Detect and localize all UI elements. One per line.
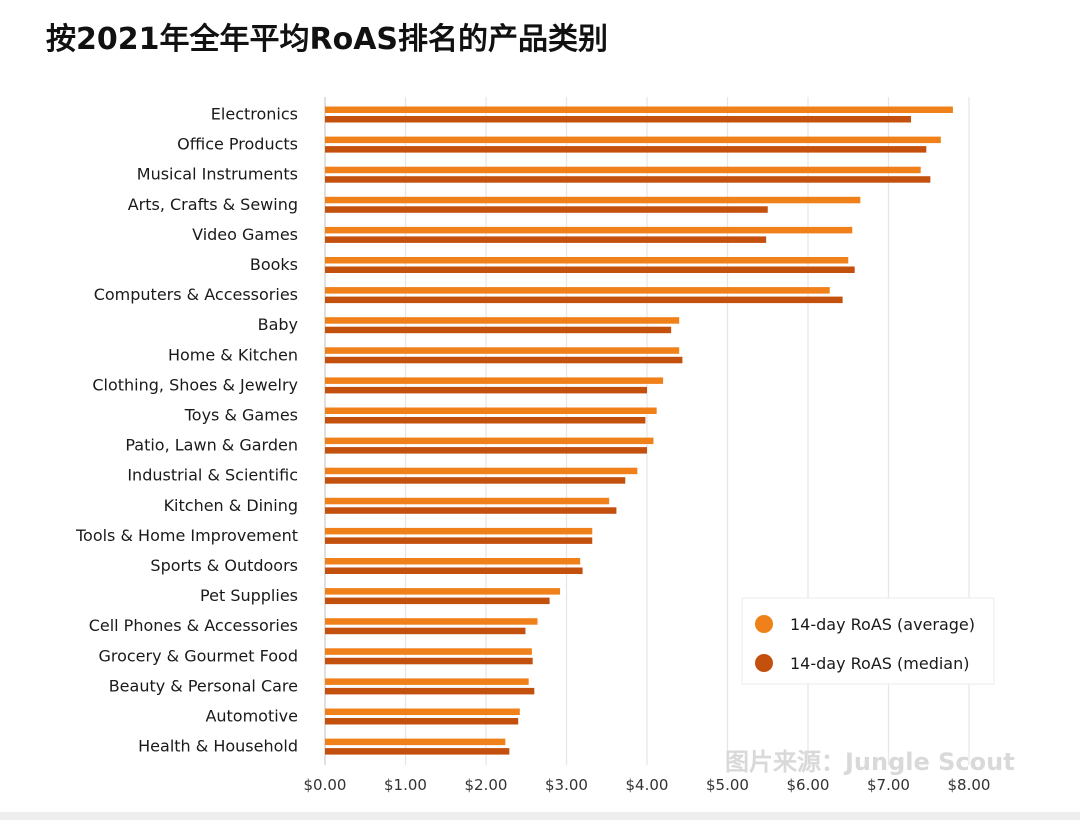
category-label: Books [250, 255, 298, 274]
bar-average [325, 136, 941, 144]
x-tick-label: $7.00 [867, 776, 910, 794]
category-label: Video Games [192, 225, 298, 244]
bar-average [325, 588, 561, 595]
bar-average [325, 166, 921, 174]
category-label: Arts, Crafts & Sewing [128, 195, 298, 214]
x-tick-label: $3.00 [545, 776, 588, 794]
bar-median [325, 447, 647, 454]
bar-average [325, 317, 680, 324]
bar-median [325, 116, 912, 123]
x-tick-label: $1.00 [384, 776, 427, 794]
bar-average [325, 618, 538, 625]
category-label: Electronics [211, 105, 298, 124]
bar-average [325, 377, 664, 384]
category-label: Health & Household [138, 737, 298, 756]
category-label: Pet Supplies [200, 586, 298, 605]
bar-average [325, 467, 638, 475]
bar-average [325, 708, 520, 715]
bar-median [325, 356, 683, 364]
category-label: Musical Instruments [137, 165, 298, 184]
category-label: Industrial & Scientific [127, 466, 298, 485]
bar-average [325, 648, 532, 655]
bar-median [325, 718, 519, 725]
bar-median [325, 627, 526, 635]
bar-average [325, 407, 657, 414]
legend-label-median: 14-day RoAS (median) [790, 654, 969, 673]
category-label: Beauty & Personal Care [109, 676, 298, 695]
bar-average [325, 678, 529, 685]
bar-median [325, 567, 583, 574]
category-label: Kitchen & Dining [164, 496, 298, 515]
bar-median [325, 296, 843, 304]
bar-median [325, 537, 593, 544]
bar-median [325, 748, 510, 755]
bar-median [325, 266, 855, 273]
x-tick-label: $8.00 [948, 776, 991, 794]
category-label: Home & Kitchen [168, 345, 298, 364]
category-label: Toys & Games [184, 406, 298, 425]
bar-median [325, 236, 767, 243]
bar-median [325, 206, 768, 213]
x-tick-label: $6.00 [787, 776, 830, 794]
category-label: Office Products [177, 135, 298, 154]
bar-average [325, 738, 506, 746]
bar-median [325, 176, 931, 183]
bar-average [325, 497, 610, 505]
bar-average [325, 558, 581, 565]
category-label: Grocery & Gourmet Food [98, 646, 298, 665]
legend-marker-median [755, 654, 773, 672]
bar-median [325, 326, 672, 334]
watermark-text: 图片来源：Jungle Scout [725, 748, 1015, 776]
legend-label-average: 14-day RoAS (average) [790, 615, 975, 634]
x-tick-label: $0.00 [304, 776, 347, 794]
x-tick-label: $2.00 [465, 776, 508, 794]
bar-average [325, 226, 853, 234]
bar-average [325, 196, 861, 204]
legend-marker-average [755, 615, 773, 633]
bar-median [325, 477, 626, 484]
bar-median [325, 687, 535, 695]
category-label: Tools & Home Improvement [75, 526, 298, 545]
chart-title: 按2021年全年平均RoAS排名的产品类别 [46, 22, 609, 57]
category-label: Computers & Accessories [94, 285, 298, 304]
bar-average [325, 347, 680, 354]
category-label: Cell Phones & Accessories [89, 616, 298, 635]
bar-median [325, 507, 617, 514]
x-tick-label: $5.00 [706, 776, 749, 794]
bar-median [325, 146, 927, 153]
bar-average [325, 287, 830, 294]
bottom-divider [0, 812, 1080, 820]
bar-average [325, 527, 593, 535]
bar-average [325, 437, 654, 445]
bar-average [325, 106, 953, 113]
category-label: Baby [258, 315, 298, 334]
bar-median [325, 657, 533, 665]
x-tick-label: $4.00 [626, 776, 669, 794]
legend-box [741, 597, 995, 685]
bar-median [325, 386, 647, 394]
bar-median [325, 417, 646, 424]
bar-median [325, 597, 550, 605]
category-label: Clothing, Shoes & Jewelry [92, 375, 298, 394]
category-label: Automotive [205, 707, 298, 726]
category-label: Patio, Lawn & Garden [125, 436, 298, 455]
category-label: Sports & Outdoors [150, 556, 298, 575]
bar-average [325, 257, 849, 264]
